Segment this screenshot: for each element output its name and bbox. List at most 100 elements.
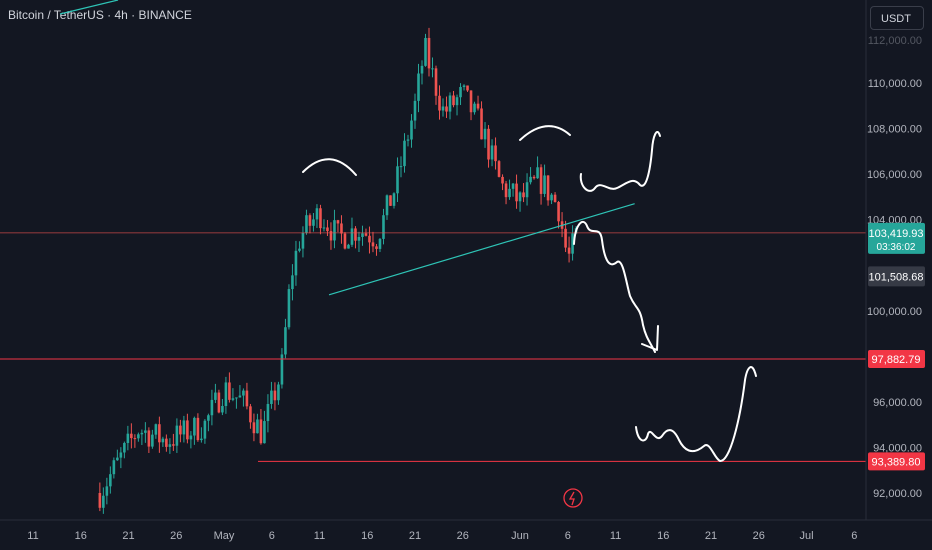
candle-body — [308, 215, 312, 226]
candle-body — [280, 354, 284, 385]
level-label: 97,882.79 — [872, 354, 921, 366]
current-price-label: 103,419.93 — [868, 228, 923, 240]
candle-body — [378, 238, 382, 249]
candle-body — [203, 420, 207, 439]
candle-body — [357, 236, 361, 241]
candle-body — [144, 430, 147, 433]
replay-icon-bolt — [568, 491, 575, 506]
replay-icon-ring — [563, 488, 583, 508]
candle-body — [354, 228, 357, 241]
candle-body — [553, 194, 557, 203]
candle-body — [305, 215, 308, 233]
candle-body — [266, 403, 270, 422]
y-tick-label: 96,000.00 — [873, 397, 922, 409]
candle-body — [294, 250, 298, 276]
candle-body — [501, 176, 504, 184]
candle-body — [511, 183, 515, 189]
x-tick-label: 6 — [851, 530, 857, 542]
candle-body — [228, 382, 231, 400]
x-tick-label: 11 — [314, 530, 325, 542]
candle-body — [179, 425, 182, 435]
candle-body — [375, 246, 378, 249]
candle-body — [175, 425, 179, 446]
candle-body — [235, 397, 238, 399]
current-price-box — [868, 222, 925, 254]
bullish-path — [579, 131, 661, 192]
candle-body — [322, 227, 326, 229]
candle-body — [158, 424, 161, 443]
candle-body — [207, 415, 210, 421]
x-tick-label: 21 — [122, 530, 134, 542]
candle-body — [273, 390, 277, 401]
candle-body — [112, 460, 116, 475]
secondary-price-box — [868, 266, 925, 287]
candle-body — [287, 289, 291, 328]
candle-body — [259, 419, 263, 444]
candle-body — [525, 182, 529, 198]
candle-body — [543, 175, 546, 194]
candle-body — [371, 242, 375, 247]
candle-body — [182, 420, 186, 435]
candle-body — [427, 37, 431, 69]
x-tick-label: 21 — [705, 530, 717, 542]
candle-body — [298, 248, 301, 251]
candle-body — [350, 228, 354, 245]
candle-body — [256, 419, 259, 434]
candle-body — [438, 95, 441, 111]
candle-body — [168, 444, 172, 447]
candle-body — [210, 399, 214, 416]
candle-body — [329, 231, 333, 241]
level-label-box — [868, 350, 925, 369]
candle-body — [392, 193, 396, 206]
candle-body — [424, 37, 427, 66]
candle-body — [252, 422, 256, 434]
candle-body — [326, 227, 329, 232]
candle-body — [571, 233, 574, 254]
y-tick-label: 94,000.00 — [873, 442, 922, 454]
candle-body — [343, 233, 347, 249]
candle-body — [147, 430, 151, 447]
candle-body — [462, 85, 466, 87]
candle-body — [126, 433, 130, 443]
x-tick-label: 26 — [753, 530, 765, 542]
drawings — [302, 125, 757, 508]
x-tick-label: 6 — [269, 530, 275, 542]
candles — [98, 27, 578, 514]
candle-body — [249, 406, 252, 423]
candle-body — [214, 392, 217, 400]
candle-body — [189, 435, 193, 440]
time-axis: 11 16 21 26 May 6 11 16 21 26 Jun 6 11 16 21 26 Jul 6 — [0, 519, 932, 542]
candle-body — [140, 432, 144, 435]
x-tick-label: 16 — [75, 530, 87, 542]
candle-body — [515, 183, 518, 202]
candle-body — [270, 390, 273, 404]
candle-body — [221, 406, 224, 413]
candle-body — [529, 176, 532, 183]
candle-body — [231, 398, 235, 400]
candle-body — [116, 457, 119, 461]
candle-body — [172, 444, 175, 446]
candle-body — [151, 434, 154, 447]
candle-body — [238, 395, 242, 398]
candle-body — [536, 167, 539, 179]
candle-body — [242, 390, 245, 396]
bottom-path — [635, 366, 757, 462]
candle-body — [452, 95, 455, 106]
candle-body — [406, 139, 410, 141]
candle-body — [413, 100, 417, 121]
candle-body — [459, 86, 462, 98]
candle-body — [137, 434, 140, 439]
candle-body — [98, 493, 102, 508]
candle-body — [154, 424, 158, 435]
candle-body — [284, 327, 287, 355]
symbol-title: Bitcoin / TetherUS · 4h · BINANCE — [8, 8, 192, 22]
x-tick-label: 11 — [27, 530, 38, 542]
shoulder-arc-right — [519, 125, 571, 141]
candle-body — [539, 167, 543, 194]
x-tick-label: 26 — [170, 530, 182, 542]
currency-button[interactable]: USDT — [870, 6, 924, 30]
candle-body — [347, 244, 350, 249]
y-tick-label: 92,000.00 — [873, 488, 922, 500]
candle-body — [193, 417, 196, 436]
